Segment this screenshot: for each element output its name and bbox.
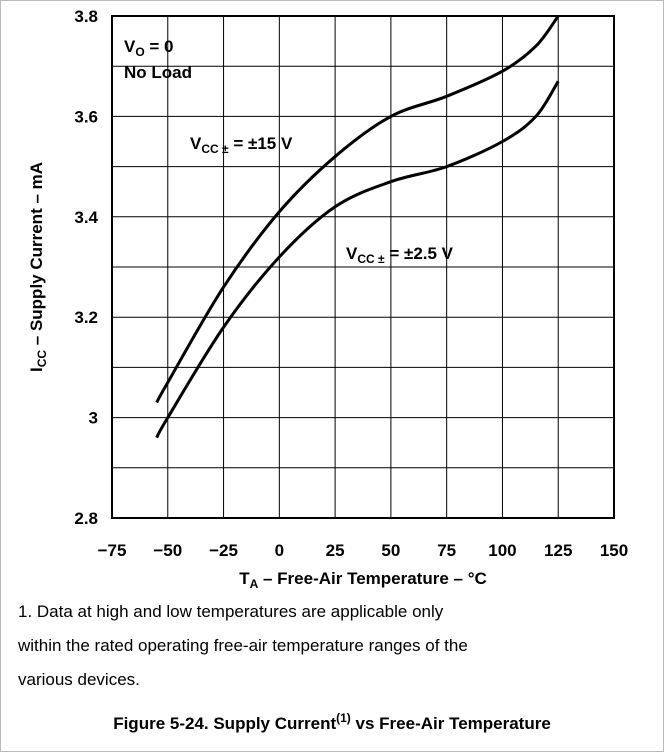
- x-axis-label: TA – Free-Air Temperature – °C: [239, 569, 487, 591]
- y-tick-label: 3.4: [74, 208, 98, 227]
- footnote: within the rated operating free-air temp…: [17, 636, 468, 655]
- series-line: [155, 15, 560, 404]
- x-tick-label: 125: [544, 541, 572, 560]
- annotation: No Load: [124, 63, 192, 82]
- annotation: VO = 0: [124, 37, 174, 59]
- x-tick-label: 25: [326, 541, 345, 560]
- y-tick-label: 3.6: [74, 107, 98, 126]
- x-tick-label: −50: [153, 541, 182, 560]
- x-tick-label: 75: [437, 541, 456, 560]
- x-tick-label: −75: [98, 541, 127, 560]
- x-tick-label: 0: [275, 541, 284, 560]
- series-label: VCC ± = ±2.5 V: [346, 244, 454, 266]
- y-tick-label: 3.8: [74, 7, 98, 26]
- x-tick-label: −25: [209, 541, 238, 560]
- y-axis-label: ICC – Supply Current – mA: [27, 162, 49, 372]
- y-tick-label: 3.2: [74, 308, 98, 327]
- series-line: [155, 80, 560, 439]
- x-tick-label: 100: [488, 541, 516, 560]
- footnote: 1. Data at high and low temperatures are…: [18, 602, 444, 621]
- plot-frame: [111, 15, 615, 519]
- y-tick-label: 2.8: [74, 509, 98, 528]
- y-tick-label: 3: [89, 409, 98, 428]
- x-tick-label: 150: [600, 541, 628, 560]
- caption: Figure 5-24. Supply Current(1) vs Free-A…: [113, 711, 551, 733]
- footnote: various devices.: [18, 670, 140, 689]
- series-label: VCC ± = ±15 V: [190, 134, 293, 156]
- x-tick-label: 50: [381, 541, 400, 560]
